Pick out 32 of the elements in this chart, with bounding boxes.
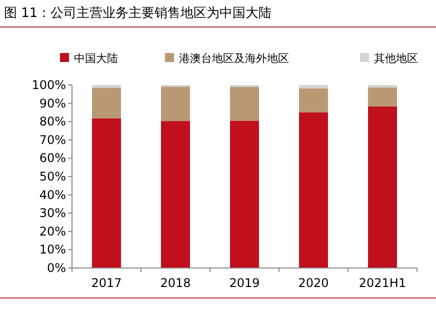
y-tick-label: 40% — [39, 188, 66, 202]
bar — [299, 88, 328, 112]
bar — [299, 112, 328, 268]
y-tick-label: 30% — [39, 206, 66, 220]
x-tick-label: 2020 — [298, 276, 329, 290]
y-tick-label: 10% — [39, 242, 66, 257]
bar — [230, 87, 259, 121]
y-tick-label: 50% — [39, 170, 66, 184]
y-tick-label: 100% — [32, 78, 66, 92]
bar — [230, 120, 259, 268]
bar — [161, 86, 190, 122]
legend-label: 港澳台地区及海外地区 — [179, 52, 289, 65]
y-tick-label: 80% — [39, 114, 66, 129]
y-tick-label: 20% — [39, 224, 66, 238]
legend-label: 中国大陆 — [74, 52, 118, 65]
bar — [299, 85, 328, 88]
x-tick-label: 2017 — [91, 276, 122, 290]
bar — [92, 85, 121, 88]
chart-title: 图 11：公司主营业务主要销售地区为中国大陆 — [4, 5, 272, 21]
y-tick-label: 0% — [46, 261, 66, 275]
bar — [92, 88, 121, 118]
bar — [368, 106, 397, 268]
x-tick-label: 2018 — [160, 276, 191, 290]
legend-label: 其他地区 — [374, 52, 418, 65]
bar — [161, 121, 190, 268]
x-tick-label: 2019 — [229, 276, 260, 290]
y-tick-label: 90% — [39, 96, 66, 110]
bar — [368, 87, 397, 106]
bar — [92, 118, 121, 268]
x-tick-label: 2021H1 — [358, 276, 406, 290]
y-tick-label: 70% — [39, 132, 66, 147]
y-tick-label: 60% — [39, 151, 66, 166]
